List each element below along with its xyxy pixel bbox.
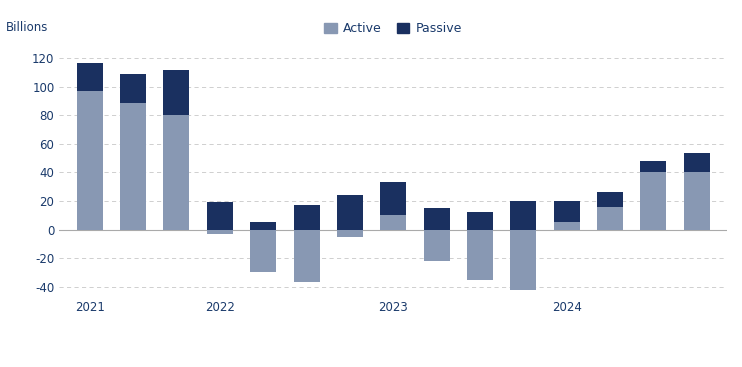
- Text: 2021: 2021: [75, 301, 105, 314]
- Bar: [163, 115, 189, 230]
- Bar: [120, 102, 146, 230]
- Bar: [640, 161, 666, 172]
- Text: 2023: 2023: [378, 301, 408, 314]
- Bar: [207, 230, 233, 234]
- Bar: [337, 195, 363, 230]
- Bar: [250, 222, 276, 230]
- Bar: [207, 203, 233, 230]
- Bar: [554, 222, 580, 230]
- Bar: [597, 192, 623, 207]
- Bar: [640, 172, 666, 230]
- Text: 2022: 2022: [205, 301, 234, 314]
- Bar: [424, 208, 450, 230]
- Bar: [76, 91, 102, 230]
- Bar: [684, 172, 710, 230]
- Bar: [380, 182, 407, 215]
- Bar: [163, 70, 189, 115]
- Bar: [684, 153, 710, 172]
- Bar: [380, 215, 407, 230]
- Text: 2024: 2024: [552, 301, 582, 314]
- Bar: [510, 201, 536, 230]
- Bar: [294, 230, 320, 282]
- Bar: [76, 63, 102, 91]
- Bar: [597, 207, 623, 230]
- Bar: [510, 230, 536, 290]
- Bar: [250, 230, 276, 272]
- Legend: Active, Passive: Active, Passive: [320, 17, 467, 40]
- Bar: [467, 230, 493, 280]
- Bar: [120, 74, 146, 102]
- Bar: [337, 230, 363, 237]
- Bar: [554, 201, 580, 222]
- Text: Billions: Billions: [6, 21, 48, 34]
- Bar: [294, 205, 320, 230]
- Bar: [424, 230, 450, 261]
- Bar: [467, 212, 493, 230]
